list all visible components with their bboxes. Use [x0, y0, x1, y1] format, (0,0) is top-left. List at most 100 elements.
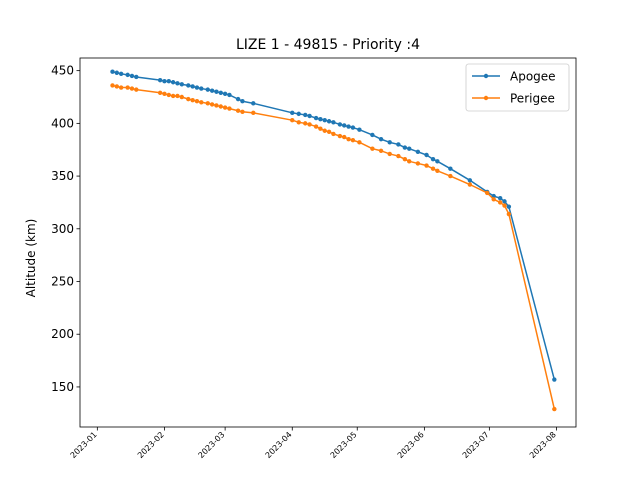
- perigee-data-point: [290, 118, 295, 123]
- apogee-data-point: [342, 123, 347, 128]
- y-axis: 150 200 250 300 350 400 450: [51, 64, 80, 394]
- perigee-data-point: [227, 106, 232, 111]
- perigee-data-point: [170, 93, 176, 99]
- perigee-legend-marker: [483, 95, 489, 101]
- apogee-data-point: [506, 204, 512, 209]
- perigee-data-point: [235, 108, 241, 113]
- perigee-data-point: [337, 133, 343, 139]
- apogee-data-point: [407, 146, 412, 151]
- perigee-data-point: [162, 91, 167, 97]
- apogee-data-point: [467, 178, 473, 183]
- apogee-data-point: [378, 136, 384, 142]
- perigee-data-point: [240, 109, 245, 114]
- apogee-data-point: [166, 78, 171, 84]
- perigee-data-point: [415, 161, 421, 166]
- apogee-data-point: [179, 82, 184, 87]
- apogee-data-point: [114, 70, 120, 75]
- apogee-data-point: [110, 69, 115, 74]
- perigee-data-point: [506, 211, 512, 217]
- perigee-data-point: [318, 126, 323, 131]
- perigee-data-point: [199, 100, 204, 105]
- perigee-data-point: [370, 146, 375, 151]
- perigee-data-point: [303, 121, 308, 126]
- perigee-data-point: [378, 148, 384, 153]
- perigee-data-point: [331, 131, 336, 137]
- apogee-data-point: [448, 166, 453, 171]
- y-axis-label: Altitude (km): [24, 219, 38, 298]
- perigee-data-point: [110, 83, 115, 88]
- perigee-data-point: [166, 92, 171, 98]
- perigee-data-point: [435, 168, 440, 174]
- apogee-data-point: [162, 78, 167, 84]
- perigee-data-point: [396, 153, 401, 159]
- y-tick-label: 350: [51, 169, 74, 183]
- perigee-data-point: [326, 129, 332, 134]
- apogee-data-point: [235, 96, 241, 102]
- perigee-data-point: [424, 163, 429, 168]
- apogee-data-point: [350, 125, 356, 130]
- apogee-data-point: [209, 88, 215, 93]
- apogee-data-point: [307, 113, 312, 119]
- apogee-data-point: [337, 122, 343, 127]
- perigee-data-point: [190, 97, 195, 103]
- apogee-data-point: [303, 112, 308, 118]
- legend: Apogee Perigee: [465, 63, 570, 112]
- perigee-data-point: [129, 86, 135, 91]
- apogee-data-point: [222, 91, 228, 97]
- apogee-data-point: [186, 83, 191, 88]
- apogee-data-point: [331, 120, 336, 125]
- perigee-legend-label: Perigee: [510, 92, 555, 106]
- y-tick-label: 300: [51, 222, 74, 236]
- perigee-data-point: [125, 85, 130, 90]
- apogee-data-point: [199, 86, 204, 91]
- apogee-data-point: [190, 84, 195, 89]
- apogee-data-point: [502, 199, 507, 204]
- perigee-data-point: [296, 120, 301, 125]
- y-tick-label: 200: [51, 327, 74, 341]
- apogee-legend-marker: [483, 73, 489, 79]
- chart-title: LIZE 1 - 49815 - Priority :4: [236, 37, 420, 53]
- perigee-data-point: [497, 200, 503, 205]
- apogee-data-point: [129, 73, 135, 79]
- perigee-data-point: [214, 103, 219, 108]
- apogee-data-point: [170, 80, 176, 85]
- perigee-data-point: [346, 136, 351, 142]
- apogee-data-point: [118, 71, 124, 77]
- apogee-data-point: [346, 124, 351, 129]
- perigee-data-point: [186, 96, 191, 102]
- apogee-data-point: [251, 101, 256, 106]
- perigee-data-point: [407, 159, 412, 164]
- y-tick-label: 250: [51, 275, 74, 289]
- perigee-data-point: [179, 94, 184, 100]
- apogee-data-point: [227, 92, 232, 98]
- perigee-data-point: [402, 157, 408, 162]
- y-tick-label: 400: [51, 116, 74, 130]
- perigee-data-point: [114, 84, 120, 89]
- perigee-data-point: [222, 105, 228, 110]
- y-tick-label: 150: [51, 380, 74, 394]
- perigee-data-point: [251, 110, 256, 116]
- apogee-data-point: [430, 157, 436, 162]
- apogee-data-point: [157, 77, 163, 83]
- perigee-data-point: [342, 134, 347, 140]
- perigee-data-point: [307, 122, 312, 127]
- perigee-data-point: [448, 173, 453, 179]
- perigee-data-point: [209, 102, 215, 107]
- plot-area: [79, 57, 577, 428]
- perigee-data-point: [194, 99, 200, 104]
- perigee-data-point: [118, 85, 124, 90]
- apogee-data-point: [125, 72, 130, 78]
- apogee-data-point: [290, 110, 295, 116]
- apogee-data-point: [194, 85, 200, 90]
- apogee-data-point: [357, 127, 362, 132]
- perigee-data-point: [387, 151, 392, 157]
- apogee-data-point: [552, 377, 557, 382]
- perigee-data-point: [467, 182, 473, 187]
- perigee-data-point: [430, 166, 436, 171]
- perigee-data-point: [134, 87, 139, 92]
- apogee-data-point: [218, 90, 223, 95]
- perigee-data-point: [502, 203, 507, 208]
- apogee-data-point: [402, 145, 408, 150]
- plot-frame: [79, 57, 577, 428]
